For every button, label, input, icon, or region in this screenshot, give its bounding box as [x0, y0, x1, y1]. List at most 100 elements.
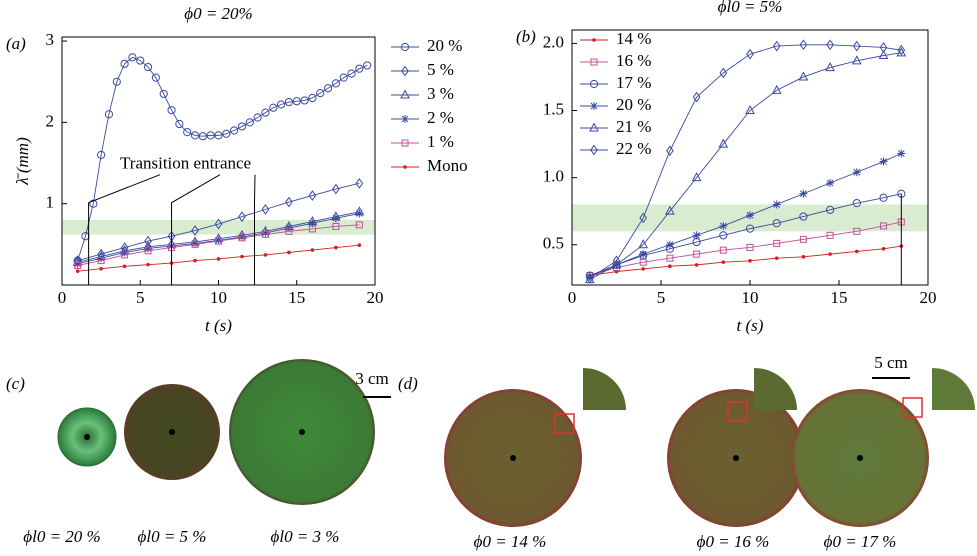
marker: [719, 221, 728, 230]
marker: [121, 251, 129, 259]
marker: [638, 239, 649, 249]
legend-label: 14 %: [616, 29, 651, 48]
marker: [237, 233, 246, 242]
zoom-inset: [583, 368, 626, 410]
x-tick-label: 10: [210, 288, 227, 307]
marker: [261, 228, 270, 237]
x-axis-label: t (s): [737, 316, 764, 335]
marker: [144, 244, 153, 253]
y-tick-label: 1.0: [543, 167, 564, 186]
panel-label: (a): [6, 34, 26, 53]
marker: [666, 145, 674, 157]
marker: [589, 79, 599, 89]
marker: [665, 205, 675, 215]
marker: [400, 89, 410, 99]
marker: [222, 129, 231, 138]
marker: [799, 189, 808, 198]
marker: [128, 53, 137, 62]
x-tick-label: 20: [367, 288, 384, 307]
marker: [355, 209, 364, 218]
marker: [332, 183, 340, 195]
marker: [401, 115, 409, 123]
marker: [112, 77, 121, 86]
marker: [853, 227, 861, 235]
marker: [97, 257, 105, 265]
x-tick-label: 5: [136, 288, 145, 307]
marker: [693, 250, 701, 258]
marker: [692, 91, 701, 103]
marker: [74, 261, 82, 269]
zoom-box: [727, 401, 748, 422]
marker: [97, 254, 106, 263]
marker: [852, 199, 861, 208]
marker: [826, 231, 834, 239]
marker: [746, 48, 754, 60]
marker: [585, 272, 594, 281]
marker: [215, 237, 222, 245]
marker: [719, 231, 728, 240]
center-dot: [510, 455, 516, 461]
marker: [334, 245, 338, 250]
marker: [590, 102, 598, 110]
x-tick-label: 0: [568, 288, 577, 307]
marker: [277, 100, 286, 109]
marker: [746, 211, 754, 220]
marker: [746, 243, 754, 251]
marker: [718, 138, 729, 148]
marker: [332, 222, 340, 230]
x-axis-label: t (s): [205, 316, 232, 335]
marker: [880, 222, 887, 230]
center-dot: [84, 434, 90, 440]
marker: [590, 144, 598, 156]
marker: [878, 49, 889, 59]
x-tick-label: 5: [657, 288, 666, 307]
marker: [774, 256, 779, 260]
marker: [263, 253, 268, 257]
annotation-pointer: [253, 174, 256, 285]
center-dot: [733, 455, 739, 461]
marker: [799, 39, 808, 51]
marker: [285, 227, 293, 235]
x-tick-label: 15: [288, 288, 305, 307]
marker: [292, 97, 301, 106]
marker: [261, 204, 270, 215]
legend-label: 20 %: [616, 95, 651, 114]
marker: [190, 131, 200, 140]
marker: [308, 93, 317, 103]
marker: [719, 246, 727, 254]
x-tick-label: 0: [58, 288, 67, 307]
center-dot: [169, 429, 175, 435]
marker: [357, 243, 362, 247]
marker: [245, 118, 254, 127]
y-tick-label: 2.0: [543, 32, 564, 51]
caption: ϕ0 = 17 %: [824, 532, 897, 551]
series-line: [589, 245, 902, 277]
marker: [89, 199, 98, 208]
y-tick-label: 1: [46, 193, 55, 212]
marker: [253, 113, 262, 122]
y-tick-label: 2: [46, 111, 55, 130]
panel-label: (c): [6, 374, 25, 393]
marker: [826, 205, 835, 214]
chart-title: ϕ0 = 20%: [184, 4, 252, 23]
series-line: [589, 221, 902, 277]
chart-title: ϕl0 = 5%: [718, 0, 783, 16]
marker: [611, 259, 622, 269]
series-line: [589, 52, 902, 281]
marker: [214, 236, 223, 245]
marker: [355, 64, 364, 73]
marker: [641, 267, 646, 271]
plot-frame: [571, 29, 929, 286]
marker: [585, 272, 594, 284]
marker: [592, 38, 596, 42]
y-tick-label: 3: [46, 30, 55, 49]
marker: [347, 69, 356, 78]
caption: ϕl0 = 3 %: [271, 527, 340, 546]
marker: [400, 42, 410, 52]
marker: [826, 179, 835, 187]
marker: [167, 106, 176, 115]
marker: [612, 255, 621, 267]
marker: [719, 67, 728, 79]
marker: [897, 44, 906, 56]
